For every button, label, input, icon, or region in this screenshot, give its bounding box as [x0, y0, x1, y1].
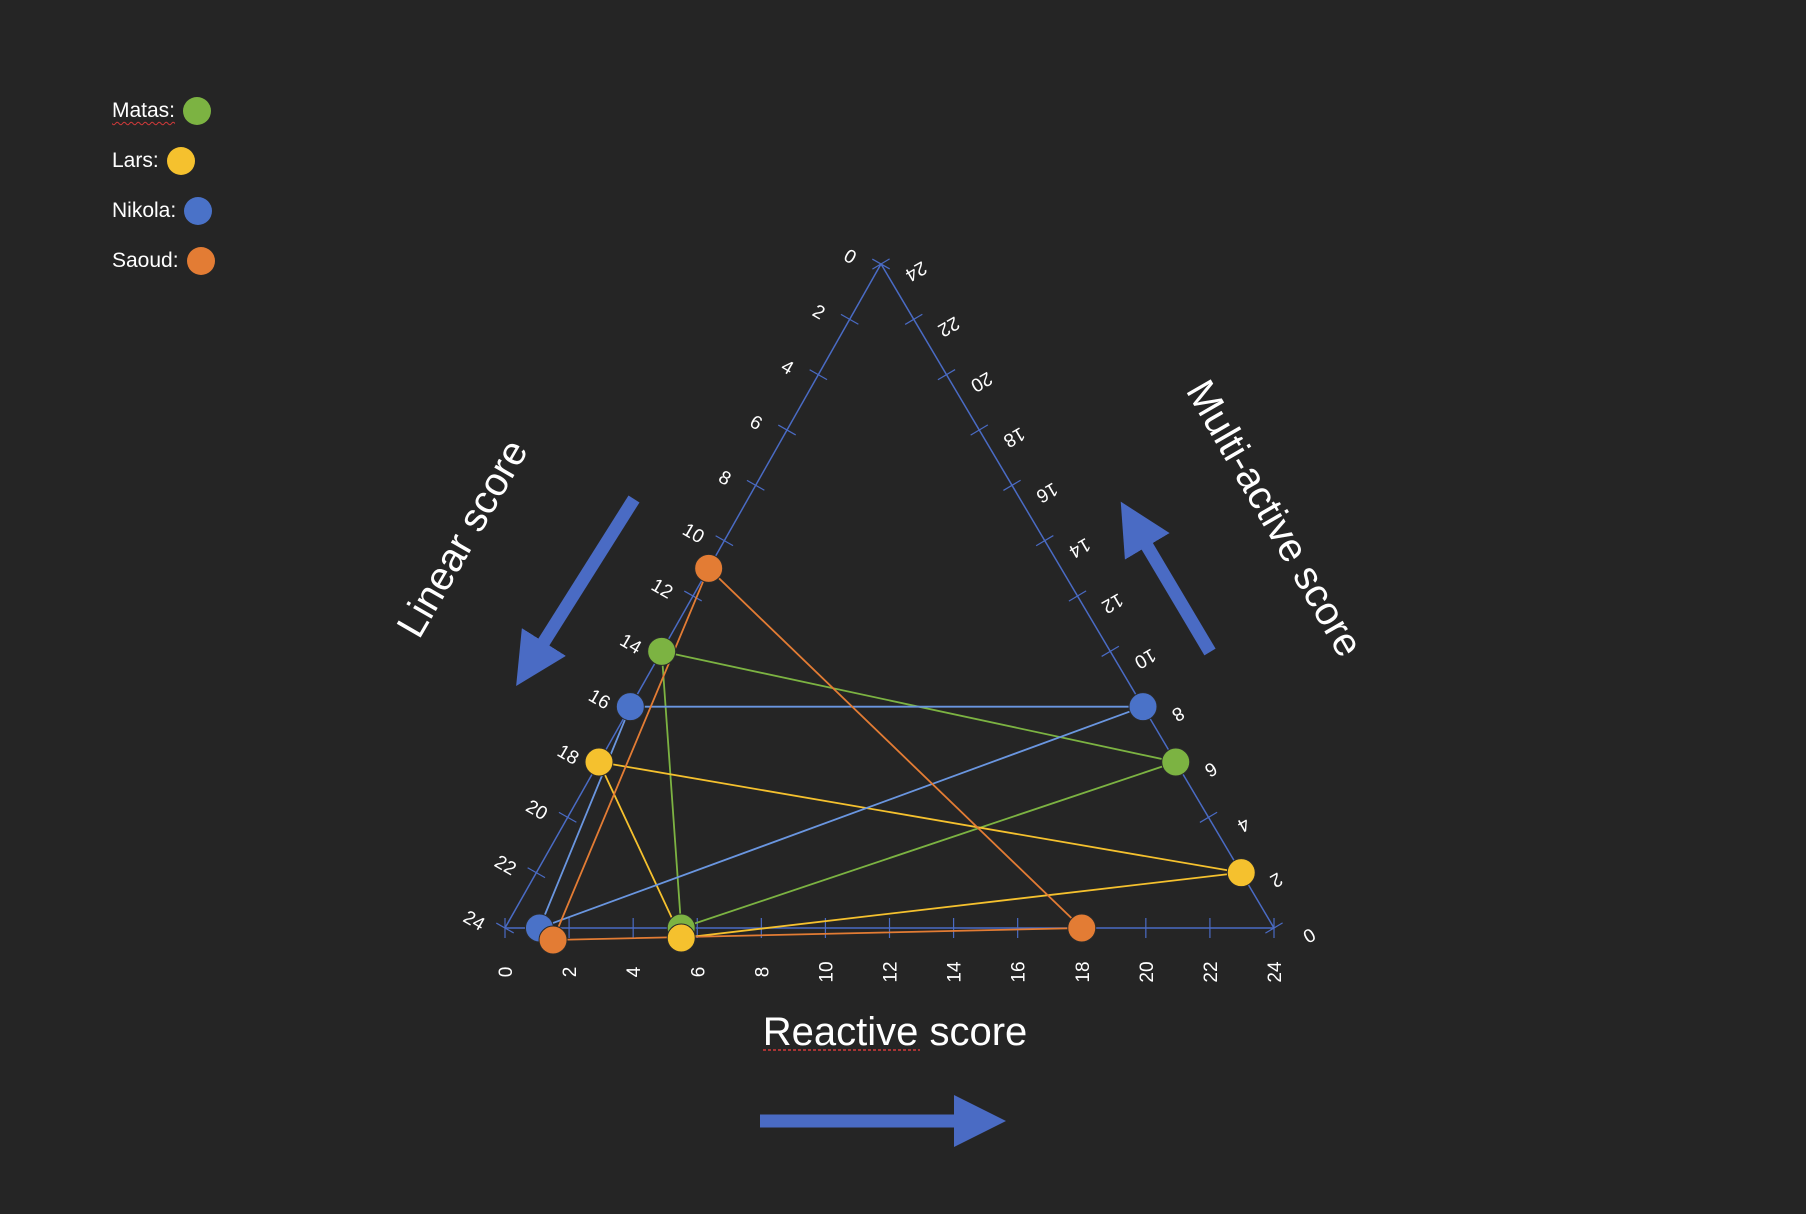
tick-label-linear: 8	[715, 467, 735, 490]
tick-multi-active	[971, 425, 988, 435]
tick-label-reactive: 22	[1201, 961, 1222, 982]
tick-label-multi-active: 8	[1168, 702, 1188, 725]
tick-label-reactive: 24	[1265, 961, 1286, 983]
data-point-saoud	[695, 554, 723, 582]
tick-multi-active	[1036, 536, 1053, 546]
tick-label-multi-active: 2	[1266, 868, 1286, 891]
data-point-matas	[1162, 748, 1190, 776]
tick-label-linear: 14	[616, 630, 645, 659]
tick-label-multi-active: 10	[1131, 644, 1160, 673]
tick-label-multi-active: 18	[1000, 422, 1029, 451]
tick-label-reactive: 12	[881, 961, 902, 982]
axis-title-left: Linear score	[389, 432, 537, 645]
tick-label-linear: 6	[746, 411, 766, 434]
tick-multi-active	[1003, 480, 1020, 490]
tick-label-multi-active: 16	[1032, 478, 1061, 507]
arrow-linear	[530, 499, 634, 664]
tick-label-multi-active: 20	[967, 367, 996, 396]
tick-label-reactive: 8	[752, 967, 773, 978]
tick-linear	[559, 812, 576, 822]
tick-multi-active	[1102, 646, 1119, 656]
tick-label-multi-active: 0	[1299, 923, 1319, 946]
tick-label-multi-active: 14	[1065, 533, 1094, 562]
tick-label-multi-active: 24	[901, 256, 930, 285]
data-point-matas	[648, 637, 676, 665]
tick-label-linear: 20	[522, 796, 551, 825]
tick-linear	[528, 868, 545, 878]
tick-label-linear: 18	[553, 741, 582, 770]
tick-linear	[716, 536, 733, 546]
tick-multi-active	[1069, 591, 1086, 601]
tick-label-reactive: 4	[624, 966, 645, 977]
tick-label-multi-active: 4	[1233, 812, 1253, 836]
tick-label-reactive: 10	[816, 961, 837, 982]
data-point-saoud	[1068, 914, 1096, 942]
axis-title-right: Multi-active score	[1177, 373, 1371, 665]
tick-label-linear: 10	[679, 520, 708, 549]
data-point-nikola	[1129, 693, 1157, 721]
data-point-saoud	[539, 926, 567, 954]
tick-multi-active	[938, 370, 955, 380]
axis-title-bottom: Reactive score	[763, 1010, 1028, 1054]
tick-label-reactive: 14	[945, 961, 966, 983]
tick-label-reactive: 6	[688, 967, 709, 978]
tick-label-linear: 24	[459, 907, 488, 936]
data-point-lars	[585, 748, 613, 776]
data-point-lars	[667, 924, 695, 952]
tick-label-multi-active: 22	[934, 312, 963, 341]
tick-label-multi-active: 6	[1201, 757, 1221, 780]
series-line-saoud	[553, 568, 1082, 940]
tick-label-reactive: 20	[1137, 961, 1158, 982]
tick-linear	[841, 314, 858, 324]
series-points	[525, 554, 1255, 954]
tick-label-linear: 22	[491, 852, 520, 881]
tick-label-linear: 0	[840, 245, 860, 268]
tick-linear	[810, 370, 827, 380]
data-point-lars	[1227, 859, 1255, 887]
tick-multi-active	[905, 314, 922, 324]
tick-label-linear: 2	[809, 301, 829, 324]
tick-label-linear: 4	[777, 356, 797, 380]
series-lines	[539, 568, 1241, 940]
arrow-multi-active	[1134, 524, 1210, 652]
tick-label-reactive: 0	[496, 967, 517, 978]
tick-label-linear: 12	[647, 575, 676, 604]
data-point-nikola	[616, 693, 644, 721]
tick-label-reactive: 18	[1073, 961, 1094, 982]
tick-label-multi-active: 12	[1098, 588, 1127, 617]
tick-label-reactive: 16	[1009, 961, 1030, 982]
tick-multi-active	[1200, 812, 1217, 822]
tick-label-linear: 16	[585, 686, 614, 715]
tick-linear	[747, 480, 764, 490]
tick-label-reactive: 2	[560, 967, 581, 978]
tick-linear	[778, 425, 795, 435]
